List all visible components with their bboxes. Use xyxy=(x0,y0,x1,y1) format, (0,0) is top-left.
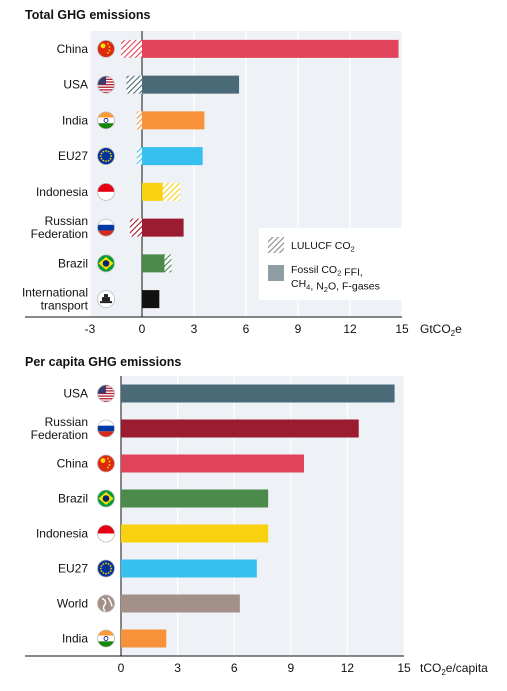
bar-fossil xyxy=(142,182,163,201)
category-label: India xyxy=(62,113,88,127)
legend-fossil-label-2: CH4, N2O, F-gases xyxy=(291,278,380,294)
eu-flag-icon xyxy=(97,559,115,578)
legend-swatch-lulucf xyxy=(268,237,284,253)
x-tick-label: 0 xyxy=(118,661,125,675)
category-label: Russian Federation xyxy=(31,415,88,442)
legend: LULUCF CO2 Fossil CO2 FFI,CH4, N2O, F-gas… xyxy=(259,228,402,300)
plot-area xyxy=(121,376,404,656)
category-label: China xyxy=(57,457,89,471)
category-label: Indonesia xyxy=(36,185,88,199)
category-label: EU27 xyxy=(58,149,88,163)
bar xyxy=(121,594,240,613)
brazil-flag-icon xyxy=(97,489,115,508)
china-flag-icon xyxy=(97,39,115,58)
usa-flag-icon xyxy=(97,384,115,403)
x-tick-label: 0 xyxy=(139,322,146,336)
legend-fossil-label-1: Fossil CO2 FFI, xyxy=(291,264,363,279)
bar-fossil xyxy=(142,254,165,273)
bar-fossil xyxy=(142,218,184,237)
x-tick-label: 3 xyxy=(174,661,181,675)
x-tick-label: 3 xyxy=(191,322,198,336)
russia-flag-icon xyxy=(97,218,115,237)
chart-title: Per capita GHG emissions xyxy=(25,355,181,369)
brazil-flag-icon xyxy=(97,254,115,273)
eu-flag-icon xyxy=(97,147,115,166)
x-tick-label: 12 xyxy=(341,661,355,675)
bar-lulucf xyxy=(121,39,142,58)
x-axis-unit: tCO2e/capita xyxy=(420,661,488,677)
bar xyxy=(121,629,167,648)
ship-icon xyxy=(97,290,115,309)
globe-icon xyxy=(97,594,115,613)
usa-flag-icon xyxy=(97,75,115,94)
category-label: India xyxy=(62,632,88,646)
category-label: International transport xyxy=(22,286,89,313)
category-label: Indonesia xyxy=(36,527,88,541)
bar-fossil xyxy=(142,147,203,166)
indonesia-flag-icon xyxy=(97,524,115,543)
bar xyxy=(121,524,269,543)
india-flag-icon xyxy=(97,111,115,130)
bar-lulucf xyxy=(136,147,142,166)
category-label: USA xyxy=(63,387,88,401)
bar-lulucf xyxy=(126,75,142,94)
legend-lulucf-label: LULUCF CO2 xyxy=(291,240,355,254)
x-tick-label: 9 xyxy=(287,661,294,675)
bar xyxy=(121,489,269,508)
bar-lulucf xyxy=(162,182,181,201)
bar-fossil xyxy=(142,39,399,58)
x-axis-unit: GtCO2e xyxy=(420,322,462,338)
bar xyxy=(121,384,395,403)
category-label: Brazil xyxy=(58,256,88,270)
bar-fossil xyxy=(142,111,205,130)
india-flag-icon xyxy=(97,629,115,648)
x-tick-label: 6 xyxy=(231,661,238,675)
category-label: World xyxy=(57,597,88,611)
bar-lulucf xyxy=(129,218,142,237)
x-tick-label: 6 xyxy=(243,322,250,336)
x-tick-label: 15 xyxy=(397,661,411,675)
category-label: EU27 xyxy=(58,562,88,576)
legend-swatch-fossil xyxy=(268,265,284,281)
indonesia-flag-icon xyxy=(97,182,115,201)
china-flag-icon xyxy=(97,454,115,473)
x-tick-label: -3 xyxy=(85,322,96,336)
bar xyxy=(121,454,305,473)
bar-lulucf xyxy=(136,111,142,130)
bar-lulucf xyxy=(164,254,172,273)
category-label: Brazil xyxy=(58,492,88,506)
chart-title: Total GHG emissions xyxy=(25,8,151,22)
category-label: USA xyxy=(63,78,88,92)
russia-flag-icon xyxy=(97,419,115,438)
category-label: Russian Federation xyxy=(31,214,88,241)
category-label: China xyxy=(57,42,89,56)
x-tick-label: 9 xyxy=(295,322,302,336)
x-tick-label: 12 xyxy=(343,322,357,336)
bar-fossil xyxy=(142,75,240,94)
bar xyxy=(121,419,359,438)
x-tick-label: 15 xyxy=(395,322,409,336)
bar xyxy=(121,559,257,578)
bar-fossil xyxy=(142,290,160,309)
